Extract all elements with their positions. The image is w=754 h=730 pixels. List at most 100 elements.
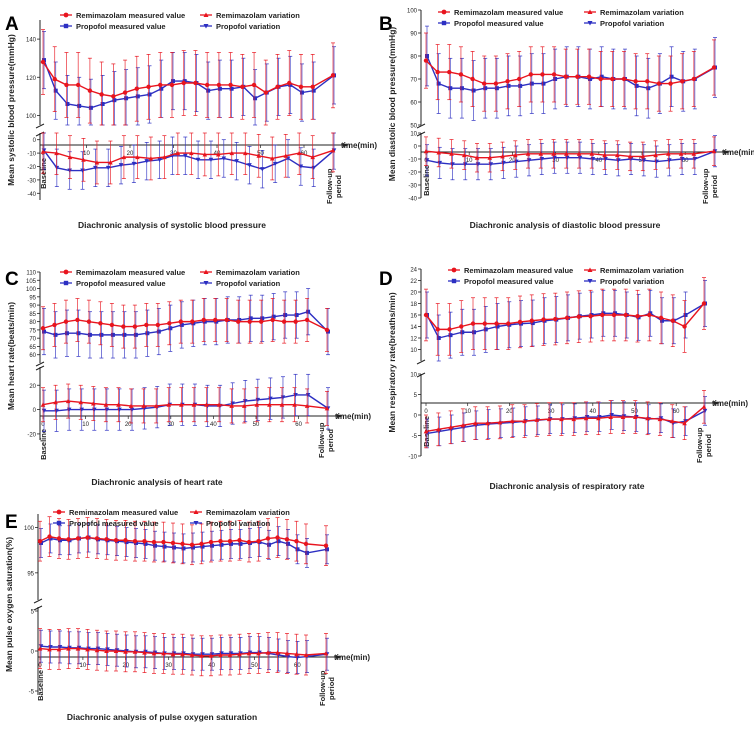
follow-up-label: Follow-upperiod — [318, 670, 336, 706]
remi-point — [246, 539, 252, 545]
prop-point — [683, 313, 688, 317]
prop-point — [93, 165, 98, 171]
panel-letter: C — [5, 269, 19, 290]
remi-point — [155, 322, 161, 328]
remi-point — [40, 59, 46, 65]
legend-marker — [451, 267, 457, 273]
remi-point — [190, 319, 195, 324]
prop-point — [157, 157, 162, 163]
remi-point — [679, 79, 685, 84]
prop-point — [506, 83, 511, 88]
prop-point — [122, 332, 127, 337]
remi-point — [571, 416, 577, 422]
prop-point — [494, 86, 499, 91]
remi-point — [135, 154, 140, 160]
remi-point — [132, 538, 138, 544]
y-tick-label: 60 — [29, 353, 36, 359]
prop-point — [181, 546, 186, 551]
y-tick-label: 12 — [410, 337, 417, 343]
remi-point — [711, 148, 717, 154]
remi-point — [113, 538, 119, 543]
prop-point — [495, 324, 500, 329]
legend: Remimazolam measured value Propofol measu… — [60, 11, 300, 31]
remi-point — [134, 86, 140, 91]
remi-point — [600, 312, 605, 318]
legend-marker — [56, 520, 62, 526]
remi-point — [330, 73, 336, 78]
remi-point — [284, 651, 290, 656]
prop-point — [195, 157, 201, 163]
prop-point — [208, 157, 214, 163]
legend-label-prop-measured: Propofol measured value — [76, 279, 166, 288]
remi-point — [47, 647, 52, 652]
y-tick-label: -10 — [408, 455, 417, 461]
remi-point — [608, 414, 613, 420]
remi-point — [91, 401, 96, 406]
remi-point — [265, 650, 271, 655]
remi-point — [236, 319, 241, 324]
remi-point — [246, 651, 252, 656]
remi-point — [423, 148, 429, 154]
remi-point — [75, 536, 81, 541]
y-tick-label: 50 — [410, 124, 417, 130]
remi-point — [482, 81, 487, 86]
prop-point — [530, 321, 535, 326]
y-tick-label: 10 — [410, 132, 417, 138]
prop-point — [182, 153, 188, 159]
remi-point — [227, 538, 233, 544]
y-tick-label: -20 — [27, 432, 36, 438]
remi-point — [191, 402, 197, 407]
remi-point — [123, 538, 128, 543]
prop-point — [276, 539, 281, 544]
y-tick-label: -30 — [408, 184, 417, 190]
remi-point — [474, 155, 480, 160]
remi-point — [204, 402, 209, 407]
legend-marker — [63, 280, 69, 286]
prop-point — [171, 545, 176, 550]
remi-point — [37, 646, 43, 651]
prop-point — [518, 83, 523, 88]
remi-point — [229, 150, 235, 156]
remi-point — [509, 418, 515, 424]
prop-point — [112, 98, 117, 103]
prop-point — [634, 83, 639, 88]
remi-point — [52, 76, 57, 82]
time-axis-label: time(min) — [722, 148, 754, 157]
remi-point — [472, 420, 478, 426]
remi-point — [497, 420, 503, 425]
remi-point — [303, 652, 309, 657]
remi-point — [241, 403, 247, 408]
prop-point — [529, 81, 534, 86]
remi-point — [423, 429, 429, 434]
legend-label-remi-variation: Remimazolam variation — [600, 266, 684, 275]
remi-point — [275, 650, 280, 655]
prop-point — [147, 92, 152, 97]
prop-point — [65, 102, 70, 106]
remi-point — [323, 651, 329, 656]
y-tick-label: 85 — [29, 312, 36, 318]
remi-point — [304, 403, 310, 408]
follow-up-label: Follow-upperiod — [317, 422, 335, 458]
y-tick-label: -40 — [27, 192, 36, 198]
remi-point — [56, 647, 62, 652]
legend-label-remi-measured: Remimazolam measured value — [464, 266, 573, 275]
prop-point — [294, 313, 299, 318]
remi-point — [448, 425, 453, 430]
x-tick-label: 30 — [167, 422, 174, 428]
legend-label-remi-measured: Remimazolam measured value — [76, 11, 185, 20]
follow-up-line1: Follow-up — [695, 427, 704, 463]
remi-point — [294, 651, 299, 657]
prop-point — [460, 330, 465, 335]
remi-point — [701, 404, 707, 409]
prop-point — [145, 331, 150, 336]
remi-point — [153, 403, 159, 408]
legend-label-prop-variation: Propofol variation — [600, 277, 665, 286]
follow-up-label: Follow-upperiod — [325, 168, 343, 204]
legend-label-prop-measured: Propofol measured value — [76, 22, 166, 31]
legend: Remimazolam measured value Propofol measu… — [53, 508, 290, 528]
legend-marker — [63, 12, 69, 18]
y-tick-label: -30 — [27, 178, 36, 184]
x-axis-arrow — [343, 143, 349, 147]
follow-up-line2: period — [710, 175, 719, 198]
remi-point — [287, 80, 292, 86]
